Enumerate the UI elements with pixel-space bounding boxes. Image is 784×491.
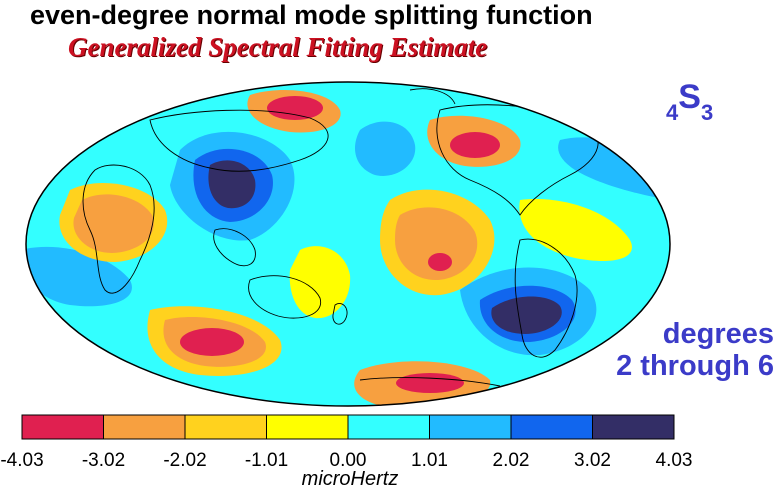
- mode-degree: 3: [700, 100, 714, 125]
- map-title: even-degree normal mode splitting functi…: [30, 0, 593, 30]
- colorbar-tick-label: 1.01: [411, 450, 448, 471]
- degrees-label: degrees 2 through 6: [616, 318, 774, 382]
- colorbar-tick-label: -1.01: [244, 450, 289, 471]
- mode-overtone: 4: [666, 100, 679, 125]
- mode-label: 4S3: [666, 78, 713, 125]
- colorbar-swatch: [184, 414, 267, 440]
- colorbar-swatch: [266, 414, 349, 440]
- mode-type: S: [678, 78, 701, 116]
- colorbar-tick-label: 0.00: [329, 450, 367, 471]
- colorbar-tick-label: -4.03: [0, 450, 44, 471]
- map-border: [25, 81, 671, 407]
- colorbar-unit: microHertz: [301, 468, 399, 490]
- colorbar-tick-label: -2.02: [163, 450, 207, 471]
- degrees-line-1: degrees: [662, 318, 774, 350]
- colorbar-tick-label: 3.02: [574, 450, 611, 471]
- map-subtitle: Generalized Spectral Fitting Estimate: [68, 32, 488, 62]
- colorbar-swatch: [429, 414, 512, 440]
- degrees-line-2: 2 through 6: [616, 350, 774, 382]
- colorbar-tick-label: 4.03: [655, 450, 693, 471]
- colorbar-swatch: [510, 414, 593, 440]
- colorbar-swatch: [103, 414, 186, 440]
- colorbar-tick-label: 2.02: [492, 450, 530, 471]
- colorbar-swatch: [592, 414, 675, 440]
- colorbar-swatch: [347, 414, 430, 440]
- colorbar-tick-label: -3.02: [81, 450, 126, 471]
- colorbar-swatch: [21, 414, 104, 440]
- colorbar: [21, 414, 675, 440]
- splitting-function-field: [26, 82, 670, 406]
